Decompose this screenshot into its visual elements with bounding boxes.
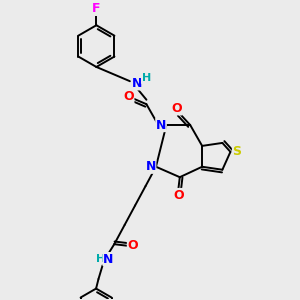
Text: H: H xyxy=(96,254,105,264)
Text: H: H xyxy=(142,73,151,83)
Text: N: N xyxy=(156,118,166,131)
Text: N: N xyxy=(146,160,156,173)
Text: O: O xyxy=(173,188,184,202)
Text: F: F xyxy=(92,2,100,15)
Text: O: O xyxy=(123,90,134,103)
Text: O: O xyxy=(128,239,138,252)
Text: N: N xyxy=(131,77,142,90)
Text: S: S xyxy=(232,146,242,158)
Text: N: N xyxy=(103,253,113,266)
Text: O: O xyxy=(171,102,182,115)
